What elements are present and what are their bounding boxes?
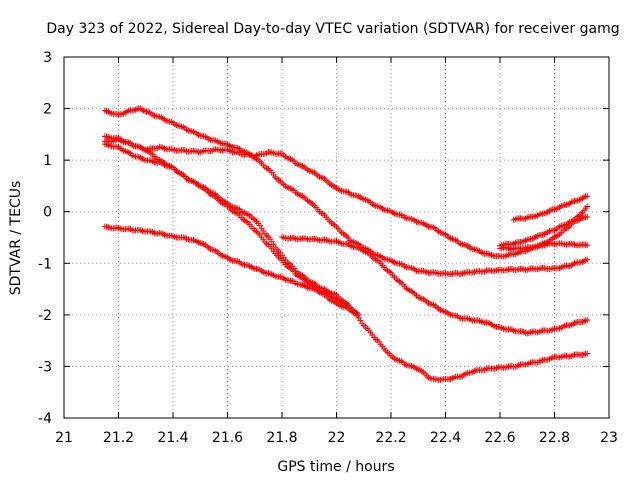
- data-point: [584, 256, 591, 263]
- series-trace-9: [497, 213, 591, 249]
- data-point: [584, 213, 591, 220]
- x-tick-label: 21: [55, 430, 73, 446]
- x-tick-label: 21.8: [266, 430, 297, 446]
- data-markers: [101, 105, 591, 383]
- data-point: [569, 352, 576, 359]
- x-tick-label: 22.2: [375, 430, 406, 446]
- x-tick-label: 22.6: [484, 430, 515, 446]
- series-trace-7: [510, 193, 591, 223]
- x-tick-label: 23: [600, 430, 618, 446]
- x-tick-label: 21.2: [103, 430, 134, 446]
- series-trace-3: [101, 141, 591, 383]
- data-point: [581, 318, 588, 325]
- y-tick-label: -1: [38, 256, 52, 272]
- y-tick-label: 3: [43, 50, 52, 66]
- data-point: [581, 258, 588, 265]
- y-tick-label: -4: [38, 411, 52, 427]
- x-tick-label: 22.8: [539, 430, 570, 446]
- data-point: [581, 351, 588, 358]
- data-point: [355, 311, 362, 318]
- y-tick-label: -2: [38, 308, 52, 324]
- series-trace-8: [497, 240, 591, 253]
- y-tick-label: -3: [38, 359, 52, 375]
- plot-frame: [63, 56, 610, 419]
- data-point: [582, 317, 589, 324]
- y-axis-label: SDTVAR / TECUs: [8, 181, 24, 296]
- data-point: [584, 242, 591, 249]
- data-point: [569, 241, 576, 248]
- series-trace-5: [101, 136, 362, 318]
- data-point: [584, 317, 591, 324]
- x-axis-label: GPS time / hours: [277, 459, 394, 475]
- grid-lines: [64, 57, 609, 418]
- data-point: [584, 193, 591, 200]
- x-tick-label: 22.4: [430, 430, 461, 446]
- y-tick-label: 2: [43, 102, 52, 118]
- axis-ticks: 21 21.2 21.4 21.6 21.8 22 22.2 22.4 22.6 22.8 23-4…: [38, 50, 618, 446]
- series-trace-6: [279, 233, 591, 337]
- x-tick-label: 22: [328, 430, 346, 446]
- x-tick-label: 21.6: [212, 430, 243, 446]
- y-tick-label: 0: [43, 205, 52, 221]
- data-point: [584, 350, 591, 357]
- x-tick-label: 21.4: [157, 430, 188, 446]
- y-tick-label: 1: [43, 153, 52, 169]
- data-point: [584, 203, 591, 210]
- chart-title: Day 323 of 2022, Sidereal Day-to-day VTE…: [46, 21, 619, 37]
